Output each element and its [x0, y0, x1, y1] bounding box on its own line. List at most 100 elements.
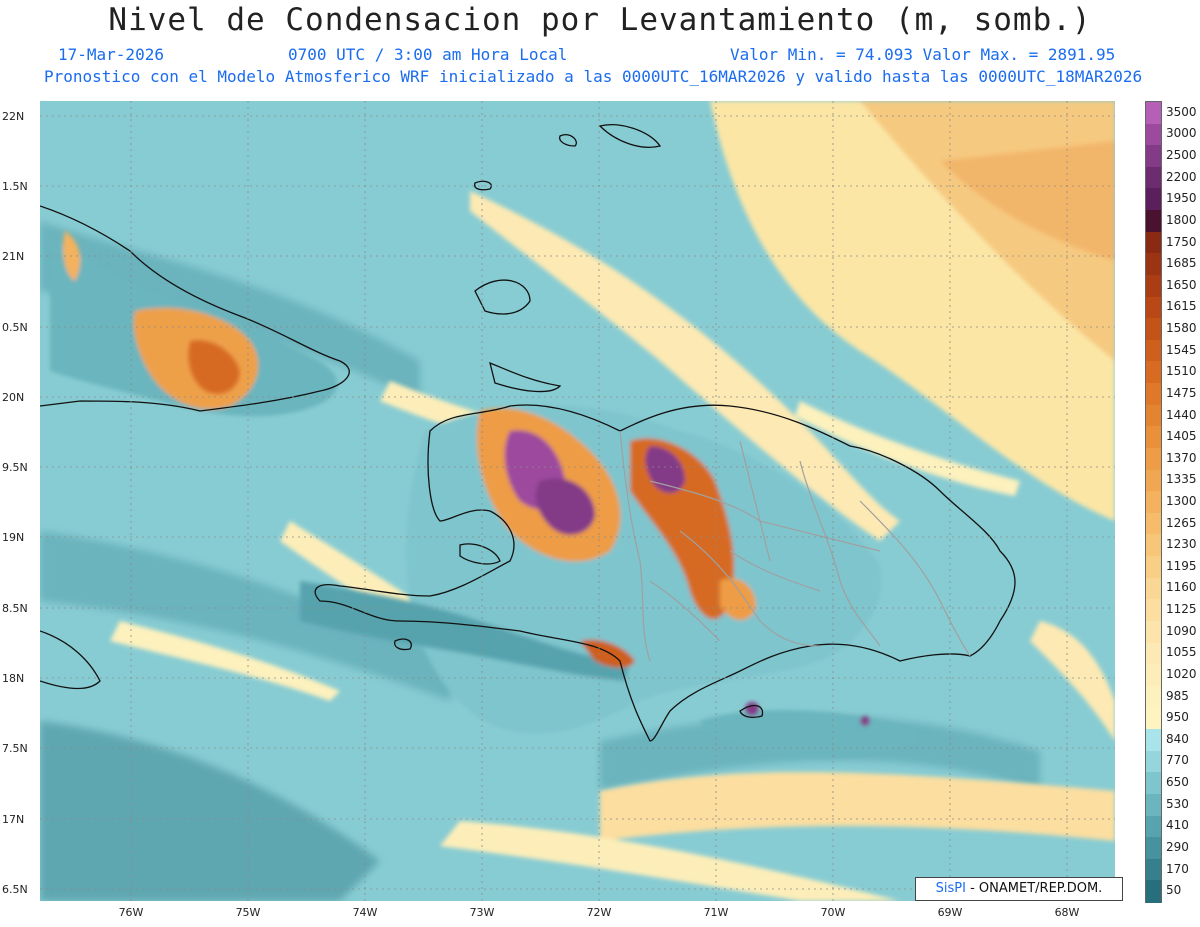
colorbar-cell — [1146, 166, 1161, 190]
colorbar-label: 1685 — [1166, 256, 1197, 271]
x-label-76w: 76W — [118, 906, 144, 919]
forecast-time: 0700 UTC / 3:00 am Hora Local — [288, 45, 568, 64]
colorbar-cell — [1146, 815, 1161, 838]
colorbar-cell — [1146, 383, 1161, 406]
y-label-19n: 19N — [2, 531, 25, 544]
colorbar-label: 1020 — [1166, 666, 1197, 681]
colorbar-label: 1440 — [1166, 407, 1197, 422]
colorbar-cell — [1146, 188, 1161, 211]
colorbar-cell — [1146, 469, 1161, 492]
credit-box: SisPI - ONAMET/REP.DOM. — [915, 877, 1123, 901]
colorbar-cell — [1146, 685, 1161, 708]
colorbar-cell — [1146, 750, 1161, 773]
colorbar-label: 2500 — [1166, 148, 1197, 163]
colorbar-cell — [1146, 210, 1161, 233]
colorbar-label: 950 — [1166, 710, 1189, 725]
colorbar-label: 410 — [1166, 818, 1189, 833]
colorbar-label: 1265 — [1166, 515, 1197, 530]
colorbar-cell — [1146, 491, 1161, 514]
colorbar — [1145, 101, 1162, 903]
colorbar-cell — [1146, 599, 1161, 622]
y-label-18n: 18N — [2, 672, 25, 685]
colorbar-cell — [1146, 534, 1161, 557]
y-label-20-5n: 0.5N — [2, 321, 28, 334]
colorbar-label: 2200 — [1166, 169, 1197, 184]
min-max-values: Valor Min. = 74.093 Valor Max. = 2891.95 — [730, 45, 1116, 64]
colorbar-cell — [1146, 707, 1161, 730]
colorbar-cell — [1146, 426, 1161, 449]
colorbar-label: 1800 — [1166, 212, 1197, 227]
colorbar-label: 1370 — [1166, 450, 1197, 465]
colorbar-cell — [1146, 253, 1161, 276]
y-label-18-5n: 8.5N — [2, 602, 28, 615]
forecast-date: 17-Mar-2026 — [58, 45, 164, 64]
lcl-map — [40, 101, 1115, 901]
coastlines — [40, 124, 1016, 742]
x-label-75w: 75W — [235, 906, 261, 919]
colorbar-cell — [1146, 556, 1161, 579]
colorbar-label: 170 — [1166, 861, 1189, 876]
colorbar-cell — [1146, 642, 1161, 665]
colorbar-cell — [1146, 404, 1161, 427]
x-label-74w: 74W — [352, 906, 378, 919]
colorbar-cell — [1146, 145, 1161, 168]
colorbar-cell — [1146, 793, 1161, 817]
colorbar-label: 530 — [1166, 796, 1189, 811]
colorbar-cell — [1146, 318, 1161, 341]
x-label-71w: 71W — [703, 906, 729, 919]
colorbar-cell — [1146, 512, 1161, 536]
colorbar-label: 1475 — [1166, 385, 1197, 400]
map-canvas — [40, 101, 1115, 901]
colorbar-label: 1125 — [1166, 602, 1197, 617]
colorbar-label: 1230 — [1166, 537, 1197, 552]
colorbar-cell — [1146, 772, 1161, 795]
y-label-20n: 20N — [2, 391, 25, 404]
colorbar-label: 1160 — [1166, 580, 1197, 595]
colorbar-label: 1615 — [1166, 299, 1197, 314]
yellow-bands — [110, 101, 1115, 901]
colorbar-label: 1055 — [1166, 645, 1197, 660]
colorbar-cell — [1146, 447, 1161, 471]
chart-title: Nivel de Condensacion por Levantamiento … — [108, 2, 1092, 38]
credit-brand: SisPI — [935, 881, 966, 896]
colorbar-label: 50 — [1166, 883, 1182, 898]
colorbar-label: 1650 — [1166, 277, 1197, 292]
colorbar-cell — [1146, 577, 1161, 600]
colorbar-cell — [1146, 729, 1161, 752]
colorbar-label: 1750 — [1166, 234, 1197, 249]
cuba-lcl — [50, 231, 338, 417]
credit-text: - ONAMET/REP.DOM. — [970, 881, 1103, 896]
colorbar-cell — [1146, 858, 1161, 881]
colorbar-label: 1545 — [1166, 342, 1197, 357]
colorbar-cell — [1146, 880, 1161, 903]
colorbar-label: 1300 — [1166, 494, 1197, 508]
x-label-72w: 72W — [586, 906, 612, 919]
province-borders — [619, 430, 971, 662]
y-label-21-5n: 1.5N — [2, 180, 28, 193]
colorbar-cell — [1146, 664, 1161, 687]
colorbar-label: 1580 — [1166, 321, 1197, 336]
y-label-17-5n: 7.5N — [2, 742, 28, 755]
x-label-68w: 68W — [1054, 906, 1080, 919]
colorbar-label: 290 — [1166, 839, 1189, 854]
y-label-22n: 22N — [2, 110, 25, 123]
y-label-21n: 21N — [2, 250, 25, 263]
y-label-17n: 17N — [2, 813, 25, 826]
colorbar-cell — [1146, 123, 1161, 146]
colorbar-label: 1405 — [1166, 429, 1197, 444]
colorbar-label: 840 — [1166, 731, 1189, 746]
colorbar-label: 1950 — [1166, 191, 1197, 206]
y-label-19-5n: 9.5N — [2, 461, 28, 474]
colorbar-label: 1335 — [1166, 472, 1197, 487]
colorbar-label: 650 — [1166, 775, 1189, 790]
colorbar-label: 1090 — [1166, 623, 1197, 638]
colorbar-label: 1510 — [1166, 364, 1197, 379]
hispaniola-lcl — [300, 404, 882, 734]
colorbar-cell — [1146, 274, 1161, 298]
colorbar-label: 770 — [1166, 753, 1189, 768]
colorbar-cell — [1146, 339, 1161, 363]
colorbar-cell — [1146, 296, 1161, 319]
y-label-16-5n: 6.5N — [2, 883, 28, 896]
colorbar-label: 1195 — [1166, 558, 1197, 573]
colorbar-cell — [1146, 231, 1161, 254]
